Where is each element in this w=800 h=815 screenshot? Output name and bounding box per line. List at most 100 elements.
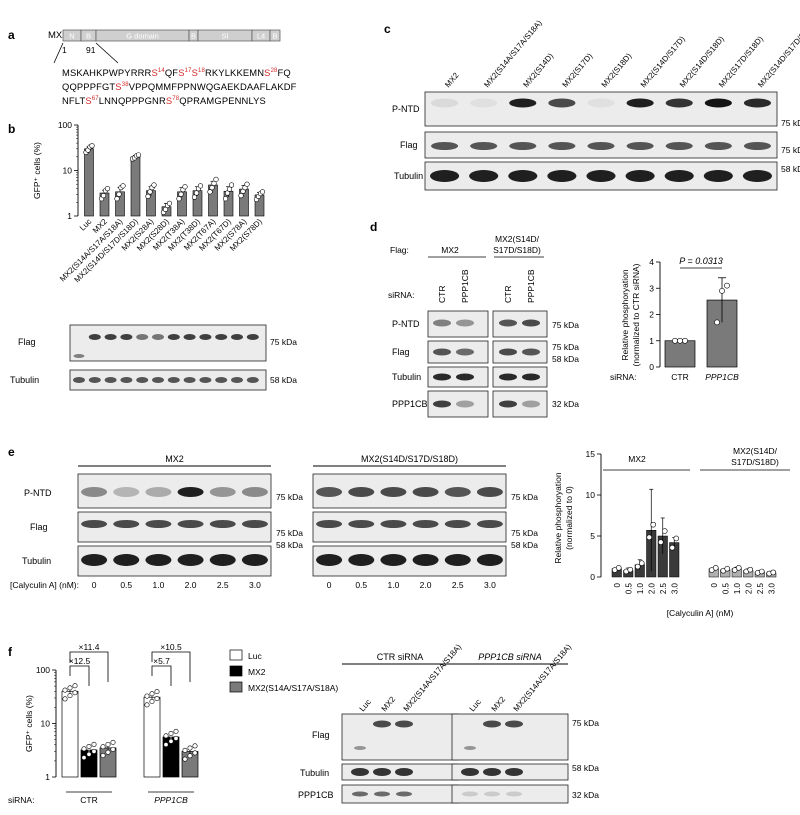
data-point [682, 337, 688, 344]
position-91: 91 [86, 45, 96, 55]
data-point [166, 200, 173, 206]
concentration-label: 3.0 [249, 580, 261, 590]
tubulin-band [113, 554, 140, 566]
flag-band [246, 334, 259, 340]
phosphosite-position: 38 [121, 82, 129, 88]
data-point [638, 560, 645, 567]
ppp1cb-band [484, 791, 500, 797]
protein-name: MX2 [48, 30, 68, 41]
bar [84, 148, 94, 217]
pntd-band [626, 98, 654, 108]
group-label: MX2(S14D/ [733, 446, 778, 456]
tubulin-band [703, 170, 733, 182]
data-point [81, 746, 87, 752]
data-point [149, 699, 155, 705]
data-point [222, 196, 229, 202]
tubulin-band [433, 373, 451, 381]
panel-label-b: b [8, 122, 16, 136]
data-point [226, 186, 233, 192]
flag-band [505, 720, 523, 728]
data-point [182, 747, 188, 753]
fold-bracket [69, 665, 90, 686]
p-value: P = 0.0313 [679, 256, 722, 266]
data-point [145, 193, 151, 199]
blot-label: PPP1CB [392, 399, 428, 409]
data-point [114, 196, 120, 202]
flag-band [231, 334, 243, 340]
data-point [238, 193, 244, 199]
ppp1cb-band [352, 791, 368, 797]
data-point [120, 183, 126, 189]
pntd-band [476, 487, 503, 497]
x-tick-label: 0.5 [624, 582, 633, 594]
pntd-band [412, 487, 439, 497]
tubulin-band [625, 170, 655, 182]
data-point [154, 689, 160, 695]
ppp1cb-band [506, 791, 522, 797]
data-point [62, 687, 68, 693]
sequence-segment: FQ [277, 67, 291, 78]
mw-marker: 75 kDa [276, 528, 303, 538]
x-tick-label: PPP1CB [705, 372, 739, 382]
pntd-band [145, 487, 172, 497]
phosphosite: S17 [178, 67, 191, 78]
flag-band [88, 334, 101, 340]
x-axis-label: [Calyculin A] (nM) [667, 608, 734, 618]
phosphosite: S18 [192, 67, 205, 78]
blot-label: Tubulin [10, 375, 39, 385]
blot-label: P-NTD [24, 488, 52, 498]
pntd-band [548, 98, 576, 108]
data-point [191, 194, 198, 200]
tubulin-band [177, 554, 204, 566]
flag-band [167, 334, 180, 340]
fold-bracket [151, 651, 191, 682]
panel-c: MX2 MX2(S14A/S17A/S18A)MX2(S14D) MX2(S17D)… [392, 17, 800, 191]
ppp1cb-band [462, 791, 478, 797]
tubulin-band [395, 768, 413, 776]
data-point [86, 751, 92, 757]
flag-band [433, 348, 451, 356]
phosphosite-position: 78 [172, 96, 180, 102]
fold-bracket [151, 665, 172, 686]
panel-label-f: f [8, 645, 12, 659]
flag-band [483, 720, 501, 728]
tubulin-band [136, 377, 149, 383]
data-point [81, 755, 87, 761]
x-tick-label: 2.0 [744, 582, 753, 594]
data-point [86, 744, 92, 750]
group-label: MX2 [441, 245, 459, 255]
x-tick-label: 0 [613, 582, 622, 587]
data-point [116, 191, 122, 197]
data-point [135, 152, 142, 158]
flag-band [476, 520, 503, 528]
legend-label: Luc [248, 651, 262, 661]
flag-blot-right [492, 340, 548, 364]
x-tick-label: 1.0 [636, 582, 645, 594]
flag-band [431, 142, 459, 150]
mw-marker: 75 kDa [511, 492, 538, 502]
concentration-label: 0.5 [120, 580, 132, 590]
flag-band [215, 334, 228, 340]
data-point [634, 563, 641, 570]
pntd-band [587, 98, 615, 108]
x-tick-label: MX2(S14A/S17A/S18A) [58, 217, 125, 284]
tubulin-band [241, 554, 268, 566]
data-point [168, 738, 174, 744]
blot-label: PPP1CB [298, 790, 334, 800]
tubulin-band [476, 554, 503, 566]
zoom-line-left [53, 42, 64, 64]
mw-marker: 75 kDa [552, 320, 579, 330]
data-point [144, 693, 150, 699]
panel-label-e: e [8, 445, 15, 459]
data-point [168, 731, 174, 737]
x-tick-label: 3.0 [767, 582, 776, 594]
tubulin-band [461, 768, 479, 776]
flag-band [444, 520, 471, 528]
fold-bracket [69, 651, 109, 682]
mw-marker: 75 kDa [270, 337, 297, 347]
blot-group-label: PPP1CB siRNA [478, 652, 542, 662]
x-tick-label: 2.5 [756, 582, 765, 594]
sequence-line: NFLTS67LNNQPPPGNRS78QPRAMGPENNLYS [62, 93, 297, 107]
pntd-band [743, 98, 771, 108]
